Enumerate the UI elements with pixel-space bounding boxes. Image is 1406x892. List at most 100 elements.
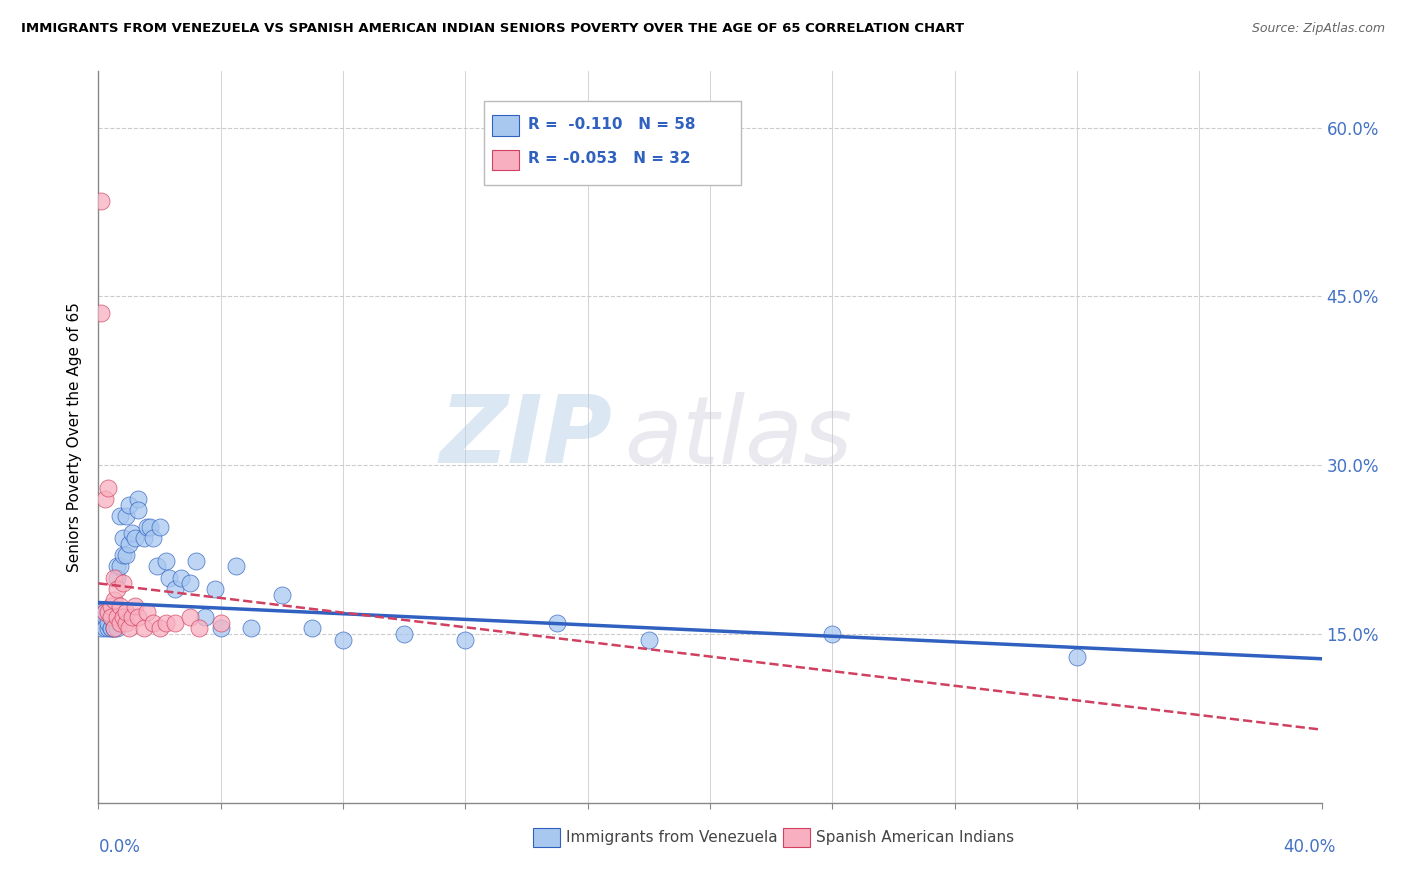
Bar <box>783 829 810 847</box>
Point <box>134 621 156 635</box>
Point <box>90 621 112 635</box>
Point <box>105 582 128 596</box>
Point <box>301 621 323 635</box>
Point <box>108 599 131 613</box>
Point <box>103 621 125 635</box>
Point <box>124 532 146 546</box>
Point <box>93 491 115 506</box>
Point <box>103 571 125 585</box>
Point <box>97 605 120 619</box>
Point <box>108 610 131 624</box>
FancyBboxPatch shape <box>484 101 741 185</box>
Point <box>127 503 149 517</box>
Point <box>270 588 292 602</box>
Point <box>145 559 167 574</box>
Point <box>90 194 112 208</box>
Point <box>115 615 138 630</box>
Point <box>392 627 416 641</box>
Point <box>121 610 143 624</box>
Point <box>105 610 128 624</box>
Point <box>93 610 115 624</box>
Point <box>454 632 477 647</box>
Point <box>111 576 134 591</box>
Point <box>149 621 172 635</box>
Point <box>139 520 162 534</box>
Point <box>105 571 128 585</box>
Point <box>209 615 232 630</box>
Point <box>111 610 134 624</box>
Point <box>105 621 128 635</box>
Point <box>97 605 120 619</box>
Point <box>100 621 122 635</box>
Point <box>332 632 354 647</box>
Point <box>111 610 134 624</box>
Point <box>108 508 131 523</box>
Point <box>97 621 120 635</box>
Text: 0.0%: 0.0% <box>98 838 141 856</box>
Point <box>103 593 125 607</box>
Point <box>134 532 156 546</box>
Bar <box>492 115 519 136</box>
Point <box>103 610 125 624</box>
Point <box>204 582 226 596</box>
Point <box>142 615 165 630</box>
Point <box>108 559 131 574</box>
Point <box>637 632 661 647</box>
Text: Immigrants from Venezuela: Immigrants from Venezuela <box>565 830 778 845</box>
Point <box>100 610 122 624</box>
Point <box>105 559 128 574</box>
Text: ZIP: ZIP <box>439 391 612 483</box>
Point <box>93 605 115 619</box>
Text: R = -0.053   N = 32: R = -0.053 N = 32 <box>527 151 690 166</box>
Text: atlas: atlas <box>624 392 852 483</box>
Point <box>1066 649 1088 664</box>
Point <box>121 525 143 540</box>
Point <box>136 520 159 534</box>
Point <box>136 605 159 619</box>
Point <box>179 576 201 591</box>
Point <box>103 621 125 635</box>
Point <box>188 621 211 635</box>
Text: R =  -0.110   N = 58: R = -0.110 N = 58 <box>527 117 696 131</box>
Bar <box>492 150 519 170</box>
Point <box>118 621 141 635</box>
Point <box>108 615 131 630</box>
Text: Spanish American Indians: Spanish American Indians <box>817 830 1015 845</box>
Point <box>157 571 180 585</box>
Point <box>115 508 138 523</box>
Text: Source: ZipAtlas.com: Source: ZipAtlas.com <box>1251 22 1385 36</box>
Point <box>100 599 122 613</box>
Point <box>155 554 177 568</box>
Point <box>97 615 120 630</box>
Bar <box>533 829 560 847</box>
Text: IMMIGRANTS FROM VENEZUELA VS SPANISH AMERICAN INDIAN SENIORS POVERTY OVER THE AG: IMMIGRANTS FROM VENEZUELA VS SPANISH AME… <box>21 22 965 36</box>
Point <box>111 548 134 562</box>
Point <box>111 532 134 546</box>
Point <box>170 571 193 585</box>
Point <box>90 306 112 320</box>
Point <box>240 621 263 635</box>
Point <box>142 532 165 546</box>
Point <box>155 615 177 630</box>
Point <box>163 615 186 630</box>
Point <box>97 481 120 495</box>
Point <box>118 537 141 551</box>
Point <box>163 582 186 596</box>
Point <box>546 615 568 630</box>
Point <box>225 559 247 574</box>
Point <box>209 621 232 635</box>
Point <box>93 621 115 635</box>
Point <box>115 548 138 562</box>
Text: 40.0%: 40.0% <box>1284 838 1336 856</box>
Point <box>103 615 125 630</box>
Point <box>118 498 141 512</box>
Point <box>115 605 138 619</box>
Y-axis label: Seniors Poverty Over the Age of 65: Seniors Poverty Over the Age of 65 <box>67 302 83 572</box>
Point <box>124 599 146 613</box>
Point <box>194 610 217 624</box>
Point <box>90 605 112 619</box>
Point <box>127 491 149 506</box>
Point <box>93 605 115 619</box>
Point <box>186 554 208 568</box>
Point <box>100 610 122 624</box>
